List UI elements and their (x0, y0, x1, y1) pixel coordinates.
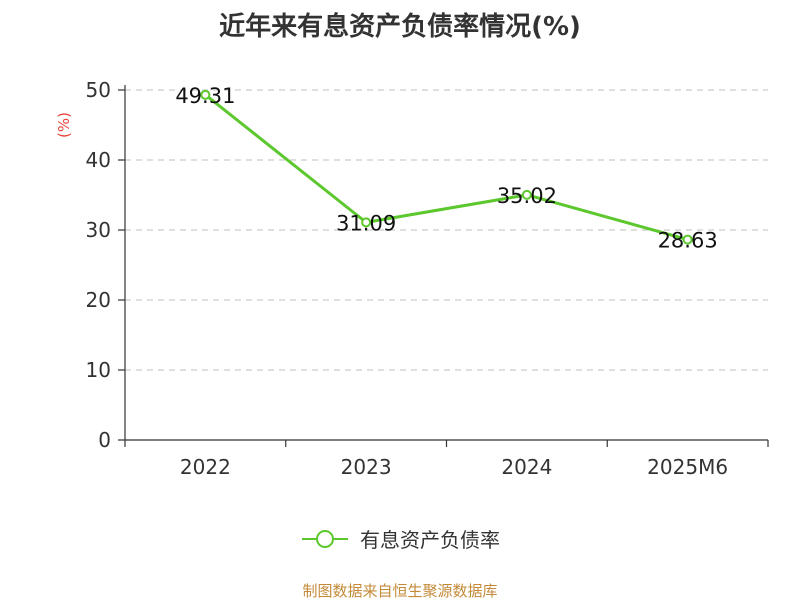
x-tick-label: 2022 (180, 455, 231, 479)
y-tick-label: 0 (98, 428, 111, 452)
x-tick-label: 2023 (341, 455, 392, 479)
data-label: 35.02 (497, 184, 557, 208)
legend-line-marker-icon (302, 529, 348, 548)
legend-label: 有息资产负债率 (360, 528, 500, 552)
x-tick-label: 2024 (501, 455, 552, 479)
data-label: 31.09 (336, 211, 396, 235)
y-tick-label: 10 (86, 358, 111, 382)
data-source-note: 制图数据来自恒生聚源数据库 (302, 582, 498, 600)
y-tick-label: 50 (86, 78, 111, 102)
y-tick-label: 30 (86, 218, 111, 242)
data-point[interactable] (200, 89, 211, 100)
x-tick-label: 2025M6 (647, 455, 728, 479)
data-point[interactable] (682, 234, 693, 245)
legend[interactable]: 有息资产负债率 (0, 524, 800, 553)
series-line (204, 93, 689, 242)
y-tick-label: 20 (86, 288, 111, 312)
data-label: 28.63 (658, 229, 718, 253)
data-label: 49.31 (175, 84, 235, 108)
data-point[interactable] (521, 189, 532, 200)
chart-title: 近年来有息资产负债率情况(%) (219, 12, 581, 42)
data-point[interactable] (361, 217, 372, 228)
y-tick-label: 40 (86, 148, 111, 172)
